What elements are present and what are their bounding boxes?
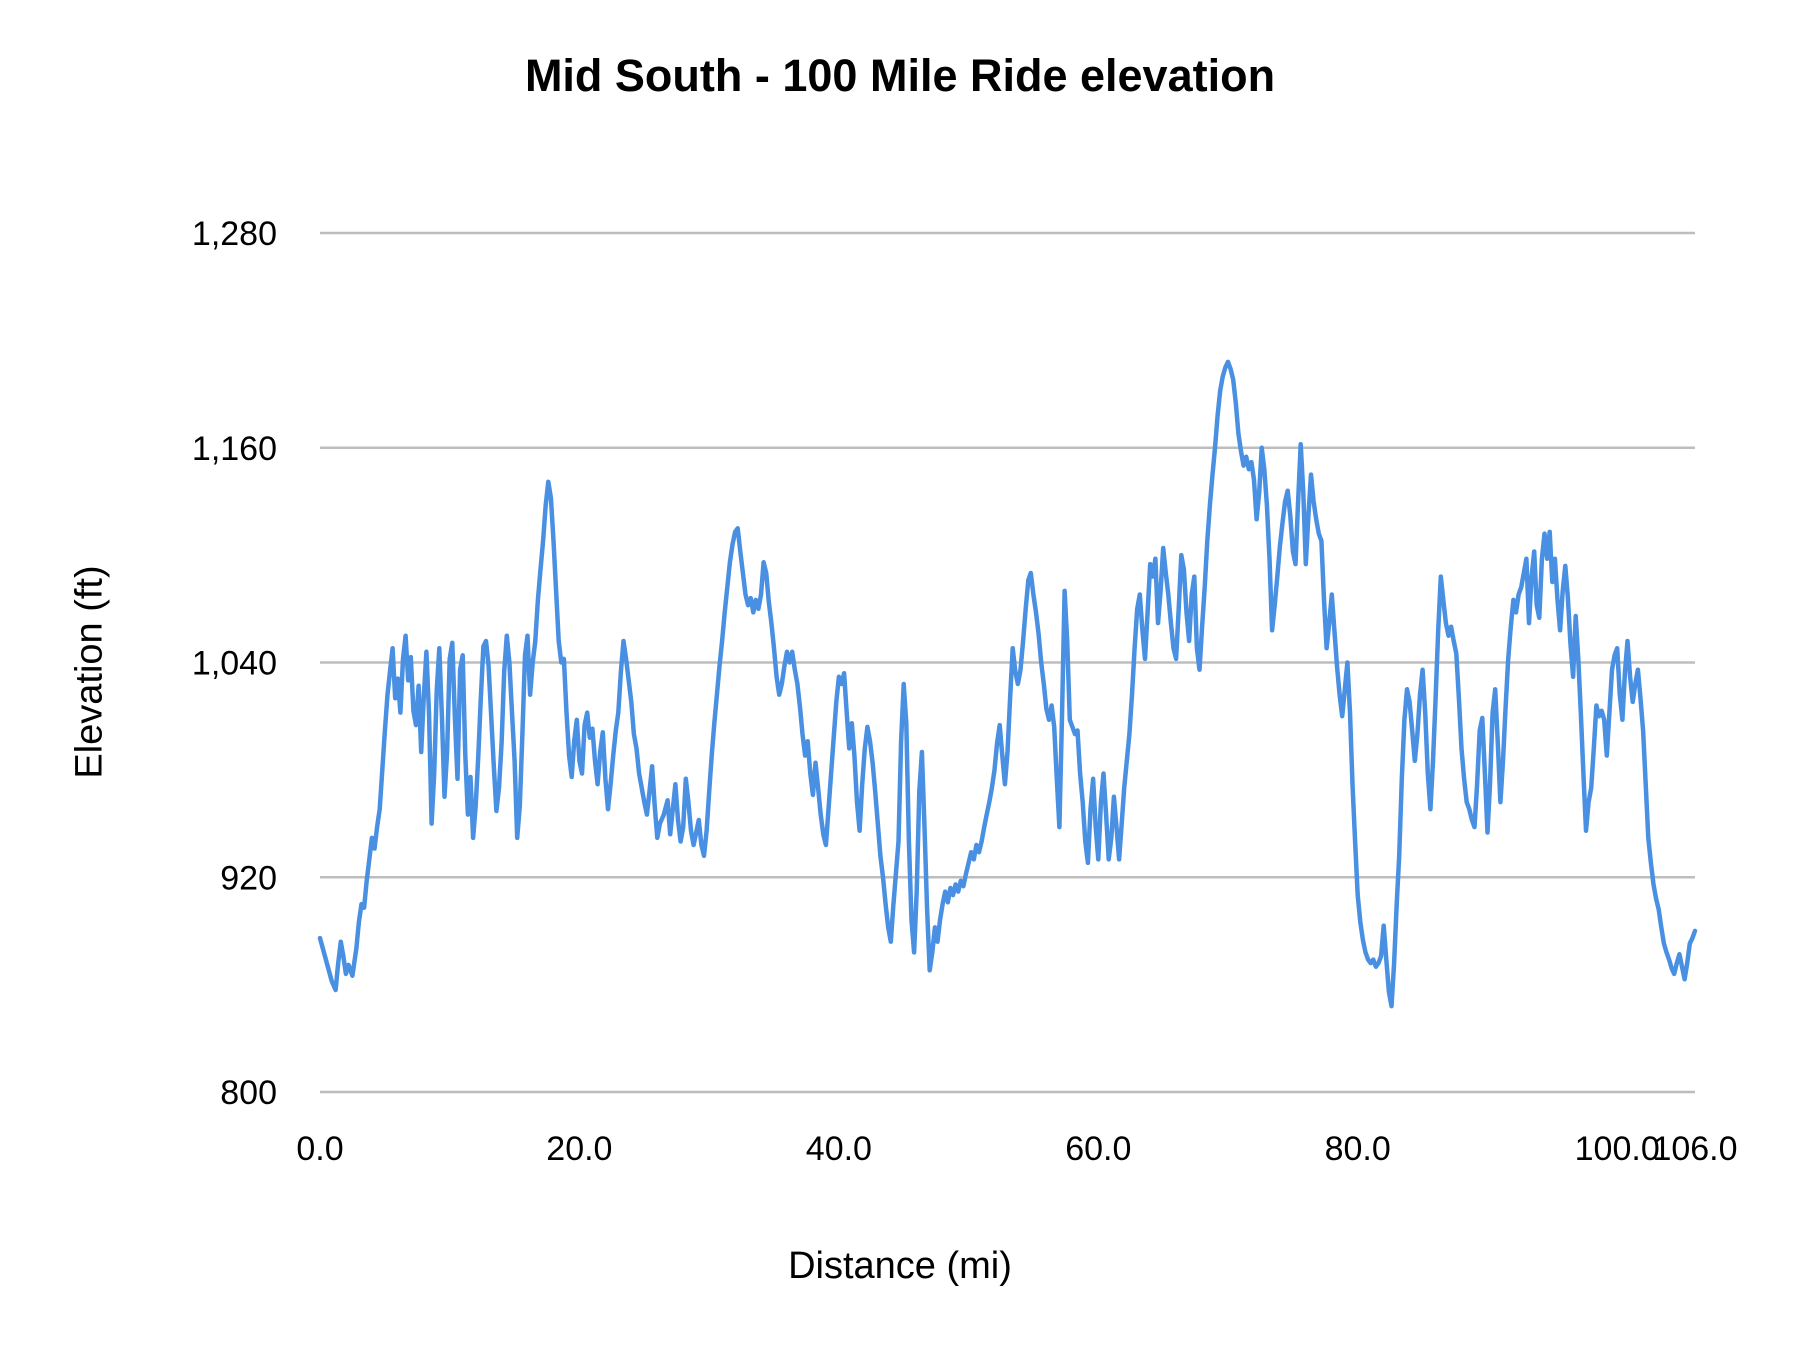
x-tick-label: 106.0 xyxy=(1652,1130,1737,1168)
x-tick-label: 20.0 xyxy=(546,1130,612,1168)
x-tick-label: 60.0 xyxy=(1065,1130,1131,1168)
x-axis-title: Distance (mi) xyxy=(788,1245,1012,1287)
x-tick-label: 100.0 xyxy=(1575,1130,1660,1168)
y-tick-label: 1,160 xyxy=(192,430,277,468)
chart-title: Mid South - 100 Mile Ride elevation xyxy=(524,50,1276,101)
elevation-line xyxy=(317,359,1698,1009)
y-axis-title: Elevation (ft) xyxy=(68,565,111,779)
x-tick-label: 40.0 xyxy=(806,1130,872,1168)
y-tick-label: 1,280 xyxy=(192,215,277,253)
y-tick-label: 1,040 xyxy=(192,645,277,683)
y-tick-label: 920 xyxy=(220,859,277,897)
y-axis-tick-labels: 800 920 1,040 1,160 1,280 xyxy=(192,215,277,1112)
x-tick-label: 0.0 xyxy=(296,1130,343,1168)
elevation-line-group xyxy=(317,359,1698,1009)
y-tick-label: 800 xyxy=(220,1074,277,1112)
gridlines-group xyxy=(320,231,1695,1094)
x-tick-label: 80.0 xyxy=(1325,1130,1391,1168)
